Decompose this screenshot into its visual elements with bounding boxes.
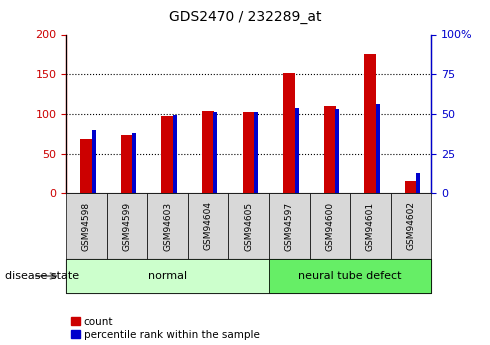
Bar xyxy=(324,106,336,193)
Text: GSM94605: GSM94605 xyxy=(244,201,253,250)
Bar xyxy=(173,116,177,193)
Bar xyxy=(416,172,420,193)
Bar xyxy=(405,180,417,193)
Text: GSM94597: GSM94597 xyxy=(285,201,294,250)
Bar xyxy=(213,112,218,193)
FancyBboxPatch shape xyxy=(147,193,188,259)
Bar xyxy=(92,130,96,193)
Bar xyxy=(283,72,295,193)
FancyBboxPatch shape xyxy=(66,193,107,259)
Bar xyxy=(243,112,255,193)
Text: GSM94601: GSM94601 xyxy=(366,201,375,250)
FancyBboxPatch shape xyxy=(188,193,228,259)
FancyBboxPatch shape xyxy=(310,193,350,259)
FancyBboxPatch shape xyxy=(66,259,431,293)
FancyBboxPatch shape xyxy=(228,193,269,259)
Text: normal: normal xyxy=(148,271,187,281)
FancyBboxPatch shape xyxy=(269,193,310,259)
FancyBboxPatch shape xyxy=(350,193,391,259)
Text: disease state: disease state xyxy=(5,271,79,281)
Text: GSM94598: GSM94598 xyxy=(82,201,91,250)
Text: GDS2470 / 232289_at: GDS2470 / 232289_at xyxy=(169,10,321,24)
Bar xyxy=(132,133,136,193)
Bar xyxy=(335,109,339,193)
Text: neural tube defect: neural tube defect xyxy=(298,271,402,281)
Bar xyxy=(80,139,93,193)
Bar xyxy=(162,116,173,193)
FancyBboxPatch shape xyxy=(391,193,431,259)
Bar xyxy=(294,108,298,193)
Bar xyxy=(364,53,376,193)
FancyBboxPatch shape xyxy=(66,259,269,293)
Bar xyxy=(121,135,133,193)
FancyBboxPatch shape xyxy=(269,259,431,293)
Bar xyxy=(254,112,258,193)
FancyBboxPatch shape xyxy=(107,193,147,259)
Text: GSM94604: GSM94604 xyxy=(204,201,213,250)
Text: GSM94603: GSM94603 xyxy=(163,201,172,250)
Text: GSM94599: GSM94599 xyxy=(122,201,131,250)
Legend: count, percentile rank within the sample: count, percentile rank within the sample xyxy=(72,317,260,340)
Text: GSM94600: GSM94600 xyxy=(325,201,334,250)
Bar xyxy=(202,111,214,193)
Bar xyxy=(376,104,380,193)
Text: GSM94602: GSM94602 xyxy=(406,201,416,250)
